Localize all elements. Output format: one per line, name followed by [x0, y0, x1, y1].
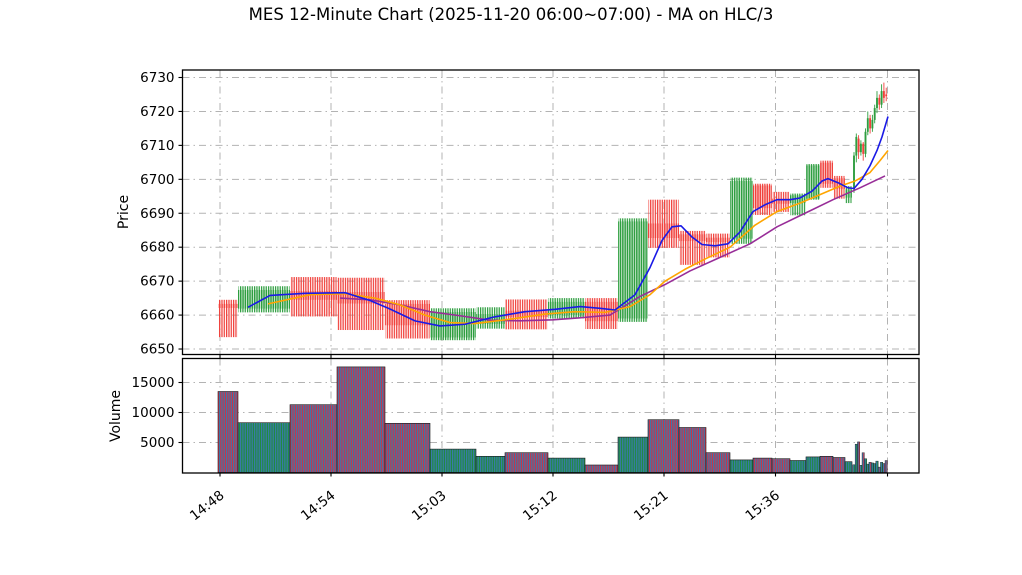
volume-bar-1min: [854, 444, 858, 473]
volume-bar: [805, 456, 821, 473]
volume-tick-label: 15000: [132, 375, 175, 391]
price-tick-label: 6660: [140, 308, 174, 324]
volume-bar: [429, 448, 477, 473]
volume-bar-1min: [875, 460, 879, 473]
candle-body-1min: [864, 131, 867, 154]
candle-wick-range: [218, 299, 238, 338]
chart-title: MES 12-Minute Chart (2025-11-20 06:00~07…: [248, 5, 774, 24]
candle-body-1min: [871, 119, 874, 129]
x-tick-labels: 14:48 14:54 15:03 15:12 15:21 15:36: [187, 488, 783, 525]
ma-line-slow: [339, 175, 886, 322]
volume-bar-1min: [877, 466, 881, 473]
candle-body-1min: [859, 143, 862, 153]
candle-body: [706, 237, 730, 243]
x-tick-label: 15:36: [742, 488, 783, 525]
ma-line-mid: [267, 149, 889, 325]
price-tick-label: 6700: [140, 172, 174, 188]
candle-body-1min: [866, 118, 869, 132]
candle-body: [790, 195, 806, 204]
volume-bar: [832, 457, 846, 473]
volume-bar-1min: [859, 465, 863, 473]
volume-bar: [384, 422, 431, 473]
candle-body-1min: [882, 91, 885, 98]
volume-bar-1min: [868, 462, 872, 473]
price-tick-label: 6690: [140, 206, 174, 222]
candle-body: [648, 223, 679, 239]
price-tick-label: 6650: [140, 342, 174, 358]
volume-bar: [729, 459, 754, 473]
volume-bar: [647, 419, 680, 473]
candle-body-1min: [876, 97, 878, 109]
candle-body-1min: [853, 155, 855, 190]
volume-bar: [217, 391, 239, 473]
candle-body: [218, 303, 238, 308]
volume-bar: [237, 422, 291, 473]
volume-tick-label: 10000: [132, 405, 175, 421]
candle-body-1min: [869, 118, 872, 129]
volume-bar-1min: [864, 458, 867, 473]
candle-body-1min: [857, 138, 860, 153]
candle-body: [618, 221, 648, 319]
volume-bar: [584, 464, 619, 473]
axes: 6650 6660 6670 6680 6690 6700 6710 6720 6730 5000…: [132, 69, 920, 477]
candle-body: [753, 185, 772, 209]
volume-bar: [752, 457, 773, 473]
volume-bar-1min: [873, 463, 877, 473]
volume-bar: [289, 404, 338, 473]
volume-bar-1min: [866, 463, 870, 473]
x-tick-label: 14:54: [298, 488, 339, 525]
volume-bar: [547, 457, 586, 473]
candle-body-1min: [880, 91, 883, 105]
ma-line-slow: [339, 175, 886, 322]
volume-tick-label: 5000: [140, 435, 174, 451]
x-tick-label: 15:12: [520, 488, 561, 525]
x-tick-label: 15:21: [631, 488, 672, 525]
volume-bar: [844, 461, 853, 473]
volume-bar-1min: [871, 462, 874, 473]
volume-bar-1min: [884, 460, 888, 473]
volume-bar-1min: [861, 452, 865, 473]
volume-bar: [617, 436, 649, 473]
volume-bar: [678, 427, 707, 473]
candle-body: [476, 314, 505, 324]
candle-body: [505, 310, 548, 318]
price-tick-label: 6680: [140, 240, 174, 256]
gridlines: [182, 70, 919, 473]
candle-body-1min: [873, 108, 876, 120]
price-panel-border: [181, 69, 920, 356]
candle-body-1min: [885, 94, 888, 97]
candle-body: [772, 198, 790, 204]
candle-body-1min: [855, 136, 858, 156]
volume-bar-1min: [852, 464, 856, 473]
volume-bar: [789, 460, 807, 473]
volume-bar: [819, 455, 834, 473]
ma-line-mid: [267, 149, 889, 325]
candle-body-1min: [862, 143, 865, 154]
volume-bar-1min: [882, 463, 886, 473]
volume-bar-1min: [857, 441, 860, 473]
price-tick-label: 6720: [140, 104, 174, 120]
price-tick-label: 6670: [140, 274, 174, 290]
candle-body: [730, 181, 753, 239]
x-tick-label: 14:48: [187, 488, 228, 525]
volume-bar: [504, 452, 549, 473]
volume-bar: [336, 366, 386, 473]
volume-bars: [217, 366, 888, 473]
ma-line-fast: [247, 116, 889, 327]
volume-bar: [771, 458, 791, 473]
candle-body-1min: [878, 97, 881, 105]
volume-panel-border: [181, 357, 920, 474]
volume-bar: [705, 452, 731, 473]
volume-bar-1min: [880, 462, 883, 473]
price-tick-label: 6730: [140, 70, 174, 86]
x-tick-label: 15:03: [409, 488, 450, 525]
candle-body: [820, 162, 833, 184]
candle-body: [806, 165, 820, 199]
ma-line-fast: [247, 116, 889, 327]
price-tick-label: 6710: [140, 138, 174, 154]
volume-bar: [475, 455, 506, 473]
